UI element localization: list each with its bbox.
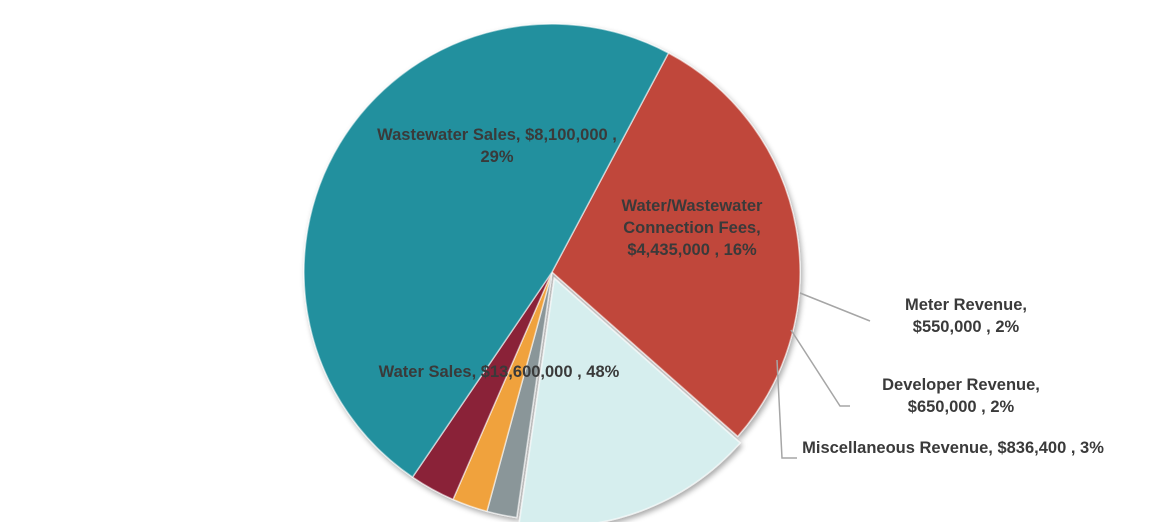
- data-label-line: Miscellaneous Revenue, $836,400 , 3%: [802, 439, 1104, 457]
- data-label-developer-revenue: Developer Revenue, $650,000 , 2%: [882, 376, 1040, 416]
- leader-line-meter-revenue: [799, 292, 871, 322]
- data-label-line: Developer Revenue,: [882, 376, 1040, 394]
- leader-line-developer-revenue: [790, 329, 850, 407]
- data-label-water-wastewater-connection-fees: Water/Wastewater Connection Fees, $4,435,0…: [622, 197, 763, 259]
- data-label-wastewater-sales: Wastewater Sales, $8,100,000 , 29%: [377, 126, 617, 166]
- data-label-line: Connection Fees,: [623, 219, 761, 237]
- data-label-line: Wastewater Sales, $8,100,000 ,: [377, 126, 617, 144]
- pie-slice-water-sales: [303, 23, 670, 479]
- data-label-line: Water/Wastewater: [622, 197, 763, 215]
- leader-line-miscellaneous-revenue: [776, 359, 797, 459]
- data-label-line: $650,000 , 2%: [908, 398, 1015, 416]
- data-label-water-sales: Water Sales, $13,600,000 , 48%: [379, 363, 620, 381]
- data-label-line: Water Sales, $13,600,000 , 48%: [379, 363, 620, 381]
- pie-slice-wastewater-sales: [551, 52, 801, 438]
- data-label-meter-revenue: Meter Revenue, $550,000 , 2%: [905, 296, 1027, 336]
- pie-slice-water-wastewater-connection-fees: [518, 277, 742, 522]
- data-label-line: 29%: [480, 148, 513, 166]
- data-label-line: Meter Revenue,: [905, 296, 1027, 314]
- data-label-miscellaneous-revenue: Miscellaneous Revenue, $836,400 , 3%: [802, 439, 1104, 457]
- data-label-line: $4,435,000 , 16%: [627, 241, 757, 259]
- data-label-line: $550,000 , 2%: [913, 318, 1020, 336]
